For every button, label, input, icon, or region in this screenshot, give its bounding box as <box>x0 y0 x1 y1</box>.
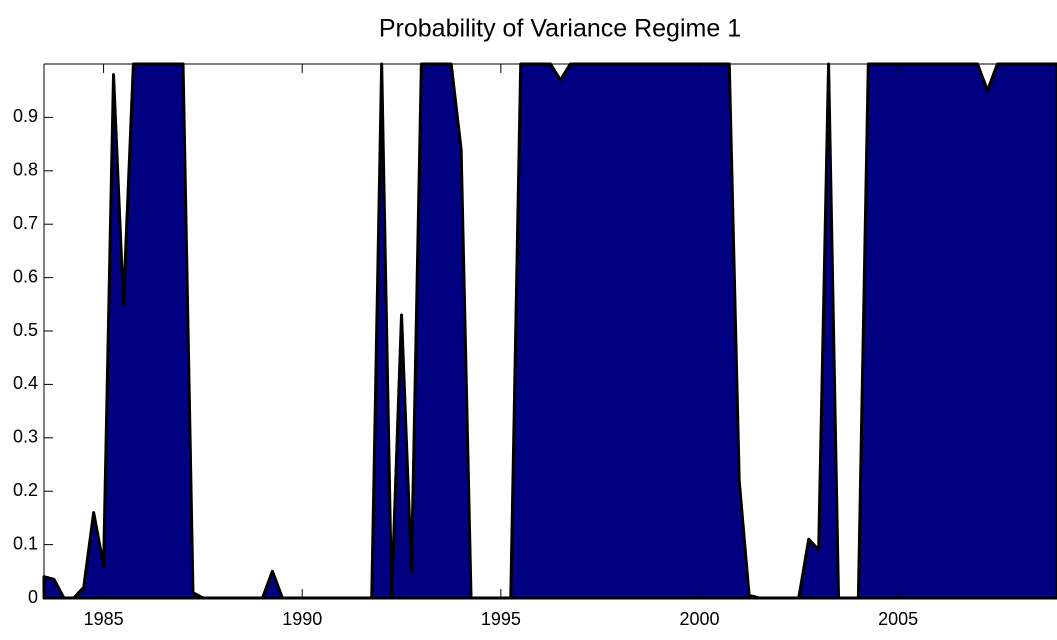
y-tick-label: 0.2 <box>13 480 38 500</box>
y-tick-label: 0.1 <box>13 533 38 553</box>
x-tick-label: 1990 <box>282 609 322 629</box>
chart-title: Probability of Variance Regime 1 <box>379 15 741 43</box>
y-tick-label: 0.9 <box>13 106 38 126</box>
x-tick-label: 2005 <box>878 609 918 629</box>
x-tick-label: 1995 <box>481 609 521 629</box>
y-tick-label: 0 <box>28 587 38 607</box>
x-tick-label: 2000 <box>679 609 719 629</box>
y-tick-label: 0.5 <box>13 320 38 340</box>
y-tick-label: 0.6 <box>13 266 38 286</box>
y-tick-label: 0.8 <box>13 160 38 180</box>
x-tick-label: 1985 <box>84 609 124 629</box>
y-tick-label: 0.7 <box>13 213 38 233</box>
y-tick-label: 0.3 <box>13 427 38 447</box>
area <box>42 62 1057 600</box>
y-tick-label: 0.4 <box>13 373 38 393</box>
